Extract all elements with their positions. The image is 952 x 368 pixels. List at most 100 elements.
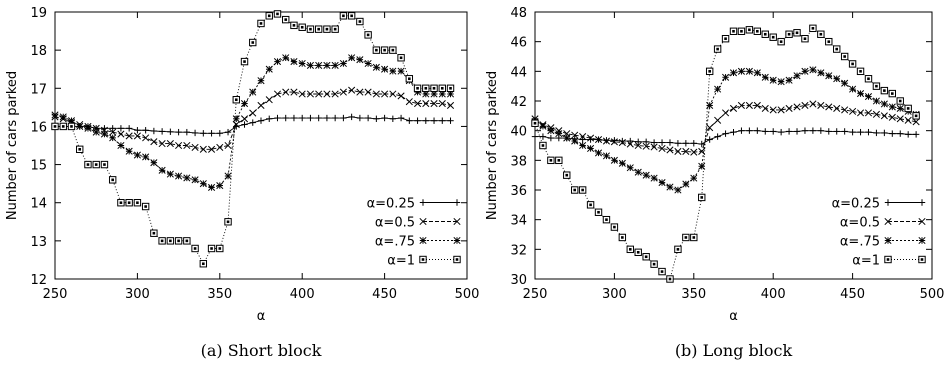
x-tick-label: 400 <box>290 287 315 302</box>
data-point <box>722 109 730 117</box>
data-point <box>698 193 706 202</box>
data-point <box>282 54 290 62</box>
data-point <box>840 52 849 61</box>
data-point <box>650 139 658 146</box>
y-axis-title: Number of cars parked <box>485 71 500 220</box>
data-point <box>183 128 191 136</box>
data-point <box>555 130 563 138</box>
data-point <box>848 60 857 68</box>
legend-marker <box>918 199 926 206</box>
data-point <box>389 90 397 98</box>
data-point <box>125 125 133 132</box>
data-point <box>563 134 571 142</box>
data-point <box>216 244 224 253</box>
data-point <box>133 199 142 207</box>
data-point <box>730 128 737 136</box>
data-point <box>175 141 183 150</box>
data-point <box>841 128 848 135</box>
data-point <box>856 90 865 98</box>
data-point <box>166 170 174 178</box>
data-point <box>340 114 347 122</box>
data-point <box>626 140 634 148</box>
data-point <box>547 134 555 142</box>
data-point <box>729 69 738 77</box>
data-point <box>602 152 611 160</box>
data-point <box>626 164 634 172</box>
data-point <box>857 128 864 136</box>
data-point <box>658 144 666 153</box>
x-axis-title: α <box>257 309 266 324</box>
data-point <box>745 67 753 75</box>
data-point <box>722 130 729 137</box>
data-point <box>117 199 125 207</box>
data-point <box>690 148 698 156</box>
data-point <box>769 106 777 114</box>
data-point <box>682 140 690 147</box>
data-point <box>825 72 833 80</box>
data-point <box>76 145 84 154</box>
data-point <box>864 92 873 101</box>
data-point <box>809 66 817 74</box>
data-point <box>282 15 290 24</box>
data-point <box>381 90 389 98</box>
data-point <box>658 139 666 146</box>
data-point <box>770 128 777 135</box>
data-point <box>531 133 539 140</box>
data-point <box>627 137 634 145</box>
data-point <box>315 114 322 122</box>
data-point <box>897 130 904 137</box>
legend-entry: α=0.25 <box>367 197 461 212</box>
data-point <box>602 137 611 145</box>
data-point <box>298 59 306 68</box>
data-point <box>825 128 832 135</box>
data-point <box>141 202 150 211</box>
data-point <box>793 29 801 37</box>
data-point <box>579 136 586 143</box>
data-point <box>438 99 446 108</box>
data-point <box>306 25 315 33</box>
data-point <box>208 145 216 153</box>
data-point <box>224 141 232 150</box>
data-point <box>356 114 364 122</box>
data-point <box>183 141 191 150</box>
data-point <box>307 114 314 122</box>
data-point <box>690 174 698 182</box>
x-tick-label: 450 <box>840 287 865 302</box>
legend-marker <box>453 199 461 206</box>
data-point <box>896 115 904 123</box>
data-point <box>833 128 840 135</box>
data-point <box>356 88 364 96</box>
data-point <box>817 69 825 77</box>
legend-marker <box>453 255 461 264</box>
data-point <box>290 88 298 96</box>
data-point <box>841 79 849 87</box>
data-point <box>690 140 697 147</box>
data-point <box>801 35 809 43</box>
data-point <box>769 33 777 41</box>
data-point <box>257 19 265 28</box>
data-point <box>579 141 587 150</box>
y-tick-label: 32 <box>510 243 527 258</box>
data-point <box>571 131 579 139</box>
chart-panel-long-block: Number of cars parked α (b) Long block 2… <box>485 6 944 360</box>
data-point <box>364 59 372 68</box>
data-point <box>364 88 372 96</box>
data-point <box>880 112 888 120</box>
data-point <box>666 139 674 146</box>
data-point <box>603 137 610 144</box>
data-point <box>722 73 730 81</box>
data-point <box>414 99 422 108</box>
data-point <box>635 138 642 145</box>
data-point <box>579 133 587 141</box>
data-point <box>690 233 698 242</box>
data-point <box>117 130 125 138</box>
data-point <box>833 104 841 112</box>
data-point <box>737 101 745 110</box>
data-point <box>323 90 331 98</box>
data-point <box>856 67 865 76</box>
data-point <box>142 127 149 134</box>
data-point <box>142 153 150 161</box>
data-point <box>175 128 182 136</box>
data-point <box>873 129 880 137</box>
data-point <box>762 128 769 135</box>
